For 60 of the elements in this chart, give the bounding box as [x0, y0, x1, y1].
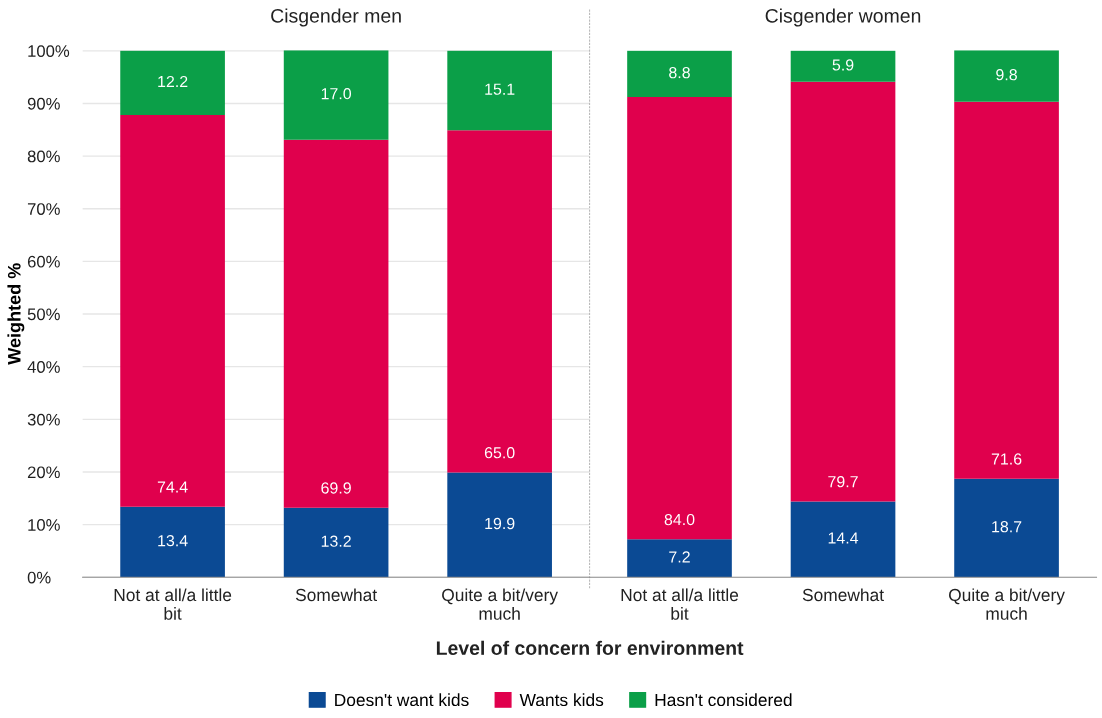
data-label: 65.0	[484, 447, 515, 459]
legend-label: Doesn't want kids	[335, 693, 469, 707]
data-label: 84.0	[664, 513, 695, 526]
data-label: 18.7	[992, 521, 1022, 533]
y-tick-label: 40%	[27, 361, 60, 373]
legend-label: Wants kids	[519, 693, 604, 707]
x-tick-label: Quite a bit/very much	[949, 588, 1065, 620]
bar	[283, 50, 389, 140]
bar	[790, 81, 896, 502]
x-axis-title: Level of concern for environment	[436, 640, 744, 656]
y-tick-label: 80%	[27, 150, 60, 163]
data-label: 71.6	[991, 453, 1022, 465]
bar	[447, 50, 552, 131]
x-tick-label: Not at all/a little bit	[114, 588, 232, 620]
y-tick-label: 20%	[27, 466, 60, 479]
y-tick-label: 0%	[27, 571, 51, 584]
y-tick-label: 30%	[27, 413, 60, 426]
bar	[954, 478, 1059, 578]
bar	[954, 50, 1059, 102]
data-label: 13.4	[158, 534, 188, 547]
y-axis-title: Weighted %	[7, 263, 25, 365]
data-label: 19.9	[485, 517, 515, 530]
bar	[447, 130, 552, 473]
bar	[790, 501, 896, 578]
bar	[283, 507, 389, 578]
bar	[120, 506, 225, 578]
x-tick-label: Not at all/a little bit	[621, 588, 739, 620]
y-tick-label: 10%	[28, 519, 60, 531]
bar	[627, 50, 732, 98]
x-tick-label: Somewhat	[802, 588, 884, 602]
data-label: 74.4	[157, 481, 188, 493]
bar	[790, 50, 896, 82]
y-tick-label: 60%	[27, 255, 60, 268]
y-tick-label: 100%	[28, 45, 70, 57]
data-label: 69.9	[321, 482, 351, 494]
bar	[120, 115, 225, 507]
legend-label: Hasn't considered	[655, 693, 792, 707]
chart-title: Cisgender men	[271, 8, 401, 27]
data-label: 15.1	[485, 83, 515, 95]
bar	[627, 97, 732, 540]
data-label: 14.4	[828, 532, 859, 544]
data-label: 9.8	[996, 69, 1017, 81]
x-tick-label: Quite a bit/very much	[442, 588, 558, 620]
data-label: 79.7	[828, 476, 858, 488]
data-label: 8.8	[669, 66, 690, 79]
chart-title: Cisgender women	[765, 8, 921, 27]
y-tick-label: 90%	[27, 97, 60, 110]
data-label: 17.0	[321, 87, 352, 100]
data-label: 12.2	[158, 75, 188, 88]
bar	[120, 50, 225, 116]
y-tick-label: 50%	[27, 308, 60, 321]
data-label: 7.2	[669, 551, 690, 563]
bar	[954, 101, 1059, 479]
bar	[447, 472, 552, 578]
data-label: 5.9	[832, 59, 854, 71]
x-tick-label: Somewhat	[295, 588, 377, 602]
bar	[627, 539, 732, 578]
bar	[283, 139, 389, 508]
data-label: 13.2	[321, 535, 351, 547]
y-tick-label: 70%	[27, 203, 60, 215]
